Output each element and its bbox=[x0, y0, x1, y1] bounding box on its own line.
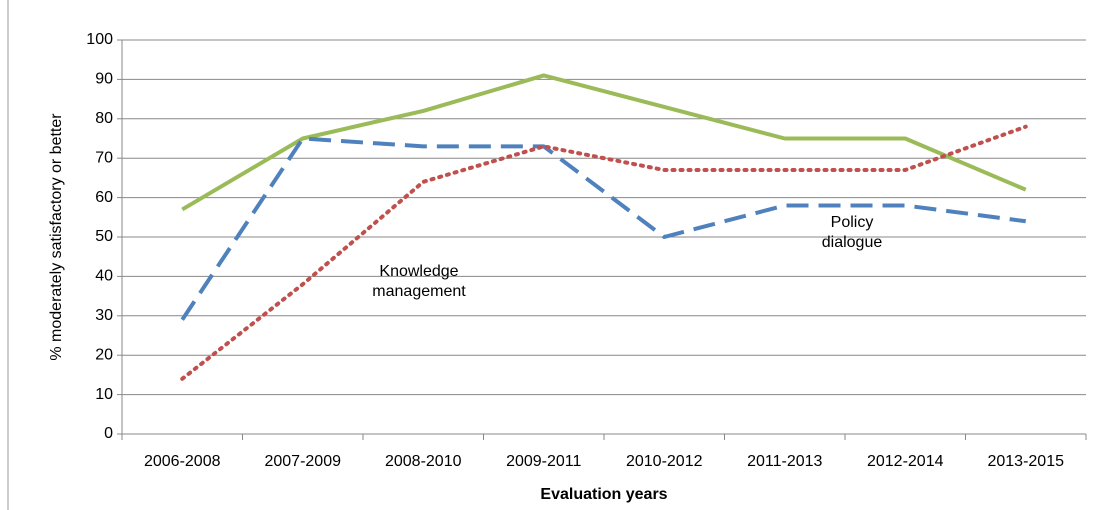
x-tick-label: 2007-2009 bbox=[264, 453, 341, 470]
series-line bbox=[180, 136, 1027, 321]
y-tick-label: 30 bbox=[95, 307, 113, 324]
y-tick-label: 70 bbox=[95, 149, 113, 166]
x-tick-label: 2013-2015 bbox=[987, 453, 1064, 470]
y-tick-label: 10 bbox=[95, 386, 113, 403]
x-axis-label: Evaluation years bbox=[540, 486, 667, 503]
series-line bbox=[181, 73, 1027, 212]
y-tick-label: 100 bbox=[86, 31, 113, 48]
y-tick-label: 20 bbox=[95, 346, 113, 363]
series-line bbox=[180, 124, 1028, 381]
y-tick-label: 80 bbox=[95, 110, 113, 127]
y-tick-label: 50 bbox=[95, 228, 113, 245]
y-tick-label: 90 bbox=[95, 71, 113, 88]
x-tick-label: 2008-2010 bbox=[385, 453, 462, 470]
series-label: Knowledge management bbox=[372, 263, 466, 300]
series-label: Policy dialogue bbox=[822, 214, 883, 251]
x-tick-label: 2012-2014 bbox=[867, 453, 944, 470]
x-tick-label: 2011-2013 bbox=[747, 453, 822, 470]
y-tick-label: 0 bbox=[104, 425, 113, 442]
x-tick-label: 2010-2012 bbox=[626, 453, 703, 470]
x-tick-label: 2009-2011 bbox=[506, 453, 581, 470]
y-tick-label: 60 bbox=[95, 189, 113, 206]
x-tick-label: 2006-2008 bbox=[144, 453, 221, 470]
y-axis-label: % moderately satisfactory or better bbox=[48, 113, 65, 361]
y-tick-label: 40 bbox=[95, 268, 113, 285]
